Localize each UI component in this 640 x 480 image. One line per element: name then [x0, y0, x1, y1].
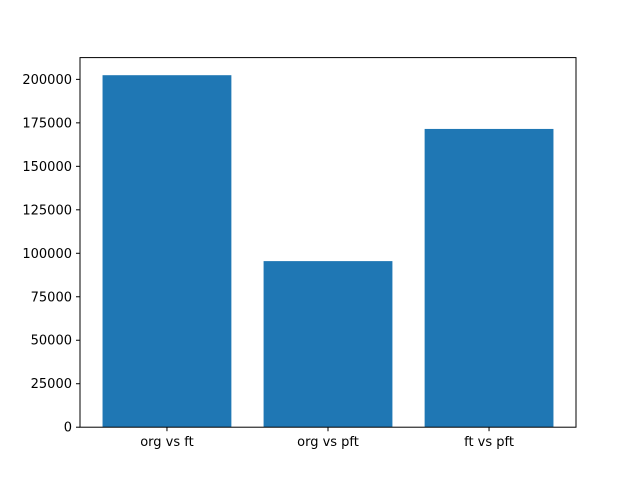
x-tick-label: org vs pft — [297, 435, 359, 450]
y-tick-label: 175000 — [22, 116, 72, 131]
y-tick-label: 0 — [64, 421, 72, 436]
bar-org-vs-ft — [102, 75, 232, 428]
y-tick-label: 150000 — [22, 160, 72, 175]
y-tick-label: 50000 — [31, 334, 72, 349]
bar-ft-vs-pft — [424, 128, 554, 428]
y-tick-label: 200000 — [22, 73, 72, 88]
x-tick-label: ft vs pft — [464, 435, 514, 450]
bar-org-vs-pft — [263, 261, 393, 428]
y-tick-label: 100000 — [22, 247, 72, 262]
x-tick-label: org vs ft — [140, 435, 194, 450]
y-tick-label: 75000 — [31, 290, 72, 305]
y-tick-label: 25000 — [31, 377, 72, 392]
y-tick-label: 125000 — [22, 203, 72, 218]
